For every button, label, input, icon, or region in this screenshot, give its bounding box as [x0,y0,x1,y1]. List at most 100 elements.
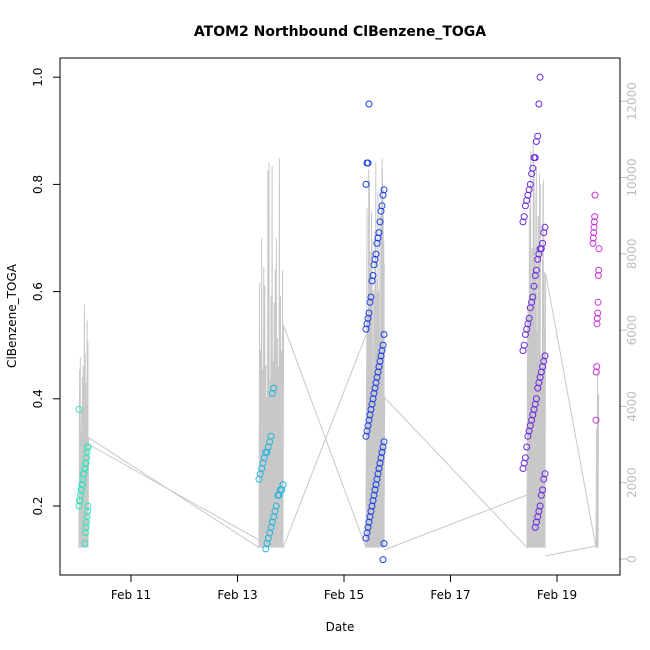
data-point [77,491,84,499]
data-point [532,518,540,526]
data-point [81,540,89,547]
data-point [520,213,528,221]
data-point [83,513,91,521]
data-point [84,443,91,451]
data-point [589,234,597,242]
y-axis-label: ClBenzene_TOGA [5,263,19,368]
data-point [376,357,384,365]
data-point [592,416,600,424]
altitude-transit [544,545,597,557]
y2-axis: 0 2000 4000 6000 8000 10000 12000 [620,82,639,563]
x-tick-label: Feb 15 [324,588,364,602]
y2-tick-label: 8000 [625,239,639,270]
data-point [525,427,533,435]
data-point [363,159,371,167]
data-point [84,507,91,515]
data-point [540,229,548,237]
data-point [371,384,379,392]
data-point [590,218,598,226]
data-point [591,213,599,221]
data-point [368,277,376,285]
data-point [536,73,544,81]
data-point [367,293,375,301]
data-point [525,186,533,194]
data-point [589,239,597,247]
data-point [255,475,263,483]
data-point [523,443,531,451]
data-point [540,357,548,365]
data-point [590,223,598,231]
data-point [529,411,537,419]
data-point [594,309,602,317]
y-tick-label: 0.8 [31,175,45,194]
altitude-trace [78,141,600,557]
data-point [593,363,601,371]
data-point [75,406,83,413]
data-point [534,255,542,263]
data-point [380,186,388,194]
y2-tick-label: 12000 [625,82,639,120]
data-point [590,229,598,237]
chart-title: ATOM2 Northbound ClBenzene_TOGA [194,24,486,40]
y2-tick-label: 2000 [625,467,639,498]
data-point [268,389,276,397]
data-point [519,465,527,472]
data-point [368,400,376,408]
x-axis: Feb 11 Feb 13 Feb 15 Feb 17 Feb 19 [111,575,577,602]
data-point [365,100,373,108]
altitude-transit [383,494,528,551]
data-point [83,454,90,462]
data-point [532,266,540,274]
data-point [376,218,384,226]
data-point [379,556,387,564]
y-axis: 0.2 0.4 0.6 0.8 1.0 [31,68,60,516]
data-point [274,491,282,499]
y-tick-label: 0.6 [31,282,45,301]
data-point [83,518,90,526]
data-point [77,486,85,494]
data-point [537,491,545,499]
data-point [377,207,385,215]
data-point [593,320,601,328]
data-point [535,507,543,515]
data-point [530,154,538,162]
data-point [362,534,370,542]
y2-tick-label: 4000 [625,391,639,422]
data-point [377,454,385,462]
data-point [593,314,601,322]
y-tick-label: 1.0 [31,68,45,87]
data-point [524,320,532,328]
data-point [370,261,378,269]
data-point [532,138,540,145]
y-tick-label: 0.2 [31,496,45,515]
y2-tick-label: 10000 [625,158,639,196]
data-point [362,432,370,440]
data-point [521,331,529,338]
data-point [375,465,383,472]
data-point [372,250,380,258]
data-point [524,432,532,440]
data-point [373,373,381,381]
data-point [521,454,529,462]
data-point [83,448,91,456]
data-point [363,320,371,328]
x-tick-label: Feb 11 [111,588,151,602]
data-point [373,239,381,247]
data-point [519,347,527,355]
data-point [363,427,371,435]
data-point [595,266,603,274]
data-point [379,191,387,199]
data-point [534,384,542,392]
data-points [75,73,603,564]
x-axis-label: Date [326,620,355,634]
data-point [81,465,88,472]
plot-frame [59,57,621,576]
data-point [365,518,373,526]
data-point [380,540,388,547]
data-point [521,202,529,210]
y-tick-label: 0.4 [31,389,45,408]
data-point [531,523,539,531]
data-point [367,507,375,515]
x-tick-label: Feb 17 [430,588,470,602]
